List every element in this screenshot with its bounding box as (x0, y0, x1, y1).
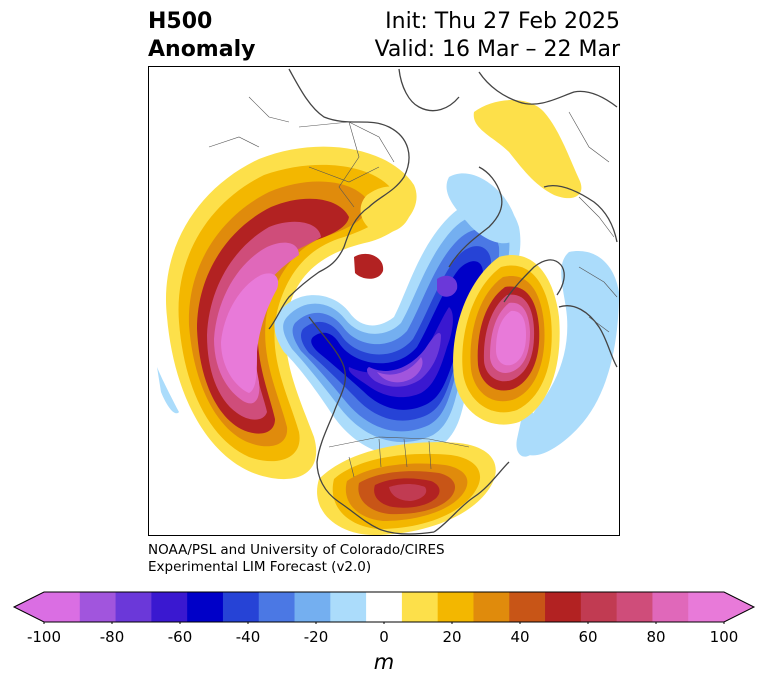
political-boundaries (208, 96, 618, 478)
colorbar-tick-label: 100 (709, 628, 739, 646)
colorbar-segment (437, 592, 474, 622)
colorbar-segment (401, 592, 439, 622)
colorbar-segment (545, 592, 582, 622)
title-right: Init: Thu 27 Feb 2025 Valid: 16 Mar – 22… (375, 8, 620, 64)
colorbar-tick-label: -40 (235, 628, 261, 646)
colorbar-tick-label: 60 (578, 628, 598, 646)
coastlines (268, 68, 618, 535)
colorbar-segment (294, 592, 331, 622)
colorbar-segment (580, 592, 618, 622)
polar-stereographic-map (157, 68, 619, 535)
colorbar-tick-label: -80 (99, 628, 125, 646)
anomaly-high-pacific (165, 146, 417, 480)
anomaly-low-canada (274, 199, 521, 456)
credit-line-2: Experimental LIM Forecast (v2.0) (148, 559, 372, 575)
colorbar-segment (330, 592, 367, 622)
map-panel (148, 66, 620, 536)
colorbar-tick-label: 40 (510, 628, 530, 646)
colorbar-segment (652, 592, 689, 622)
colorbar-segment (222, 592, 260, 622)
colorbar-segment (616, 592, 653, 622)
anomaly-high-atlantic (453, 255, 560, 425)
anomaly-high-greenland (473, 99, 582, 199)
colorbar-tick-label: 80 (646, 628, 666, 646)
credit-block: NOAA/PSL and University of Colorado/CIRE… (148, 542, 445, 576)
colorbar-tick-label: -100 (26, 628, 62, 646)
init-date: Init: Thu 27 Feb 2025 (385, 9, 620, 34)
colorbar-tick-label: -60 (167, 628, 193, 646)
colorbar-segment (115, 592, 152, 622)
colorbar-extend-low (14, 592, 44, 622)
credit-line-1: NOAA/PSL and University of Colorado/CIRE… (148, 542, 445, 558)
colorbar-segment (151, 592, 188, 622)
colorbar-segment (258, 592, 296, 622)
colorbar (12, 591, 756, 624)
colorbar-tick-label: 20 (442, 628, 462, 646)
colorbar-ticks: -100 -80 -60 -40 -20 0 20 40 60 80 100 (0, 628, 768, 648)
anomaly-high-siberia (354, 186, 411, 279)
colorbar-segment (44, 592, 81, 622)
colorbar-tick-label: -20 (303, 628, 329, 646)
colorbar-segment (366, 592, 403, 622)
colorbar-extend-high (724, 592, 754, 622)
colorbar-segment (79, 592, 117, 622)
colorbar-segment (187, 592, 224, 622)
valid-range: Valid: 16 Mar – 22 Mar (374, 37, 620, 62)
colorbar-segment (509, 592, 546, 622)
title-type: Anomaly (148, 37, 256, 62)
colorbar-tick-label: 0 (379, 628, 389, 646)
colorbar-segment (473, 592, 510, 622)
title-left: H500 Anomaly (148, 8, 255, 64)
colorbar-unit-label: m (373, 650, 395, 674)
colorbar-segment (688, 592, 725, 622)
anomaly-high-southeast (317, 442, 496, 535)
title-variable: H500 (148, 9, 213, 34)
